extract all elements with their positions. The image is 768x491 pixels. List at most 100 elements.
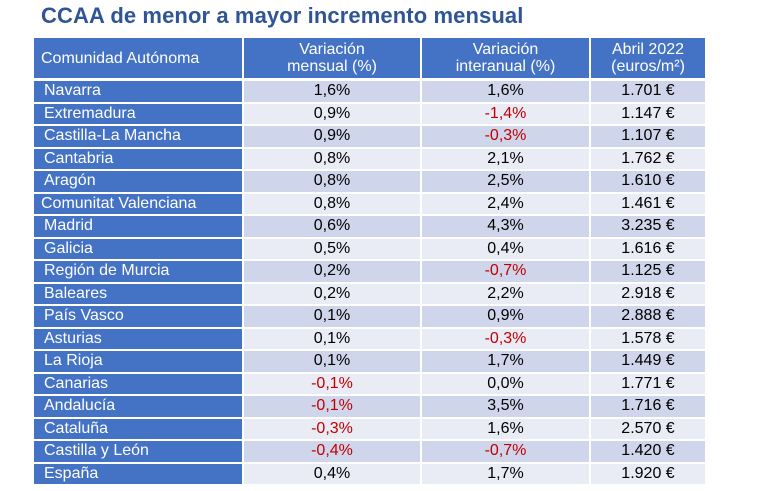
header-monthly: Variación mensual (%): [243, 38, 422, 81]
price-cell: 2.570 €: [590, 417, 705, 441]
table-row: Aragón 0,8% 2,5% 1.610 €: [34, 170, 705, 194]
monthly-change-cell: 0,6%: [243, 215, 422, 239]
regions-table: Comunidad Autónoma Variación mensual (%)…: [34, 38, 705, 486]
region-cell: Castilla y León: [34, 440, 244, 464]
price-cell: 1.107 €: [590, 125, 705, 149]
table-row: Andalucía -0,1% 3,5% 1.716 €: [34, 395, 705, 419]
price-cell: 1.449 €: [590, 350, 705, 374]
price-cell: 1.771 €: [590, 372, 705, 396]
yearly-change-cell: 0,0%: [421, 372, 591, 396]
monthly-change-cell: 0,1%: [243, 350, 422, 374]
table-row: Cantabria 0,8% 2,1% 1.762 €: [34, 147, 705, 171]
table-row: Castilla y León -0,4% -0,7% 1.420 €: [34, 440, 705, 464]
monthly-change-cell: 1,6%: [243, 79, 422, 104]
table-row: Castilla-La Mancha 0,9% -0,3% 1.107 €: [34, 125, 705, 149]
yearly-change-cell: 1,7%: [421, 462, 591, 486]
price-cell: 1.147 €: [590, 102, 705, 126]
region-cell: Región de Murcia: [34, 260, 244, 284]
table-row: La Rioja 0,1% 1,7% 1.449 €: [34, 350, 705, 374]
region-cell: Castilla-La Mancha: [34, 125, 244, 149]
monthly-change-cell: 0,4%: [243, 462, 422, 486]
price-cell: 1.420 €: [590, 440, 705, 464]
yearly-change-cell: 4,3%: [421, 215, 591, 239]
table-row: Canarias -0,1% 0,0% 1.771 €: [34, 372, 705, 396]
price-cell: 1.616 €: [590, 237, 705, 261]
yearly-change-cell: 2,2%: [421, 282, 591, 306]
header-monthly-line1: Variación: [299, 41, 365, 58]
header-yearly-line2: interanual (%): [455, 58, 556, 75]
region-cell: Comunitat Valenciana: [34, 192, 244, 216]
region-cell: Asturias: [34, 327, 244, 351]
monthly-change-cell: -0,1%: [243, 372, 422, 396]
yearly-change-cell: 2,1%: [421, 147, 591, 171]
table-row: País Vasco 0,1% 0,9% 2.888 €: [34, 305, 705, 329]
table-row: Región de Murcia 0,2% -0,7% 1.125 €: [34, 260, 705, 284]
monthly-change-cell: 0,8%: [243, 170, 422, 194]
monthly-change-cell: 0,5%: [243, 237, 422, 261]
yearly-change-cell: -0,7%: [421, 260, 591, 284]
monthly-change-cell: 0,2%: [243, 260, 422, 284]
table-row: Madrid 0,6% 4,3% 3.235 €: [34, 215, 705, 239]
header-yearly-line1: Variación: [472, 41, 539, 58]
yearly-change-cell: -0,3%: [421, 125, 591, 149]
region-cell: La Rioja: [34, 350, 244, 374]
region-cell: Cantabria: [34, 147, 244, 171]
price-cell: 2.918 €: [590, 282, 705, 306]
yearly-change-cell: 1,6%: [421, 79, 591, 104]
region-cell: Madrid: [34, 215, 244, 239]
table-row: Galicia 0,5% 0,4% 1.616 €: [34, 237, 705, 261]
price-cell: 1.920 €: [590, 462, 705, 486]
region-cell: Galicia: [34, 237, 244, 261]
yearly-change-cell: 1,7%: [421, 350, 591, 374]
monthly-change-cell: 0,1%: [243, 305, 422, 329]
price-cell: 1.610 €: [590, 170, 705, 194]
yearly-change-cell: 3,5%: [421, 395, 591, 419]
yearly-change-cell: 0,4%: [421, 237, 591, 261]
table-body: Navarra 1,6% 1,6% 1.701 € Extremadura 0,9% -1,…: [34, 79, 705, 486]
price-cell: 2.888 €: [590, 305, 705, 329]
table-row: Baleares 0,2% 2,2% 2.918 €: [34, 282, 705, 306]
price-cell: 1.716 €: [590, 395, 705, 419]
price-cell: 3.235 €: [590, 215, 705, 239]
yearly-change-cell: -1,4%: [421, 102, 591, 126]
yearly-change-cell: 0,9%: [421, 305, 591, 329]
monthly-change-cell: 0,8%: [243, 192, 422, 216]
region-cell: Canarias: [34, 372, 244, 396]
region-cell: España: [34, 462, 244, 486]
yearly-change-cell: -0,7%: [421, 440, 591, 464]
price-cell: 1.762 €: [590, 147, 705, 171]
price-cell: 1.461 €: [590, 192, 705, 216]
price-cell: 1.701 €: [590, 79, 705, 104]
yearly-change-cell: -0,3%: [421, 327, 591, 351]
region-cell: Baleares: [34, 282, 244, 306]
table-row: Asturias 0,1% -0,3% 1.578 €: [34, 327, 705, 351]
table-row: Comunitat Valenciana 0,8% 2,4% 1.461 €: [34, 192, 705, 216]
header-price: Abril 2022 (euros/m²): [590, 38, 705, 81]
monthly-change-cell: 0,2%: [243, 282, 422, 306]
monthly-change-cell: 0,9%: [243, 125, 422, 149]
region-cell: Aragón: [34, 170, 244, 194]
header-monthly-line2: mensual (%): [287, 58, 377, 75]
region-cell: Extremadura: [34, 102, 244, 126]
yearly-change-cell: 1,6%: [421, 417, 591, 441]
monthly-change-cell: -0,4%: [243, 440, 422, 464]
yearly-change-cell: 2,4%: [421, 192, 591, 216]
header-region-label: Comunidad Autónoma: [41, 49, 200, 67]
monthly-change-cell: -0,1%: [243, 395, 422, 419]
header-region: Comunidad Autónoma: [34, 38, 244, 81]
table-row: España 0,4% 1,7% 1.920 €: [34, 462, 705, 486]
yearly-change-cell: 2,5%: [421, 170, 591, 194]
monthly-change-cell: -0,3%: [243, 417, 422, 441]
region-cell: Andalucía: [34, 395, 244, 419]
monthly-change-cell: 0,9%: [243, 102, 422, 126]
region-cell: País Vasco: [34, 305, 244, 329]
table-header-row: Comunidad Autónoma Variación mensual (%)…: [34, 38, 705, 81]
page-title: CCAA de menor a mayor incremento mensual: [41, 3, 524, 28]
header-price-line2: (euros/m²): [611, 58, 685, 75]
header-price-line1: Abril 2022: [611, 41, 685, 58]
monthly-change-cell: 0,1%: [243, 327, 422, 351]
price-cell: 1.578 €: [590, 327, 705, 351]
table-row: Extremadura 0,9% -1,4% 1.147 €: [34, 102, 705, 126]
monthly-change-cell: 0,8%: [243, 147, 422, 171]
region-cell: Navarra: [34, 79, 244, 104]
